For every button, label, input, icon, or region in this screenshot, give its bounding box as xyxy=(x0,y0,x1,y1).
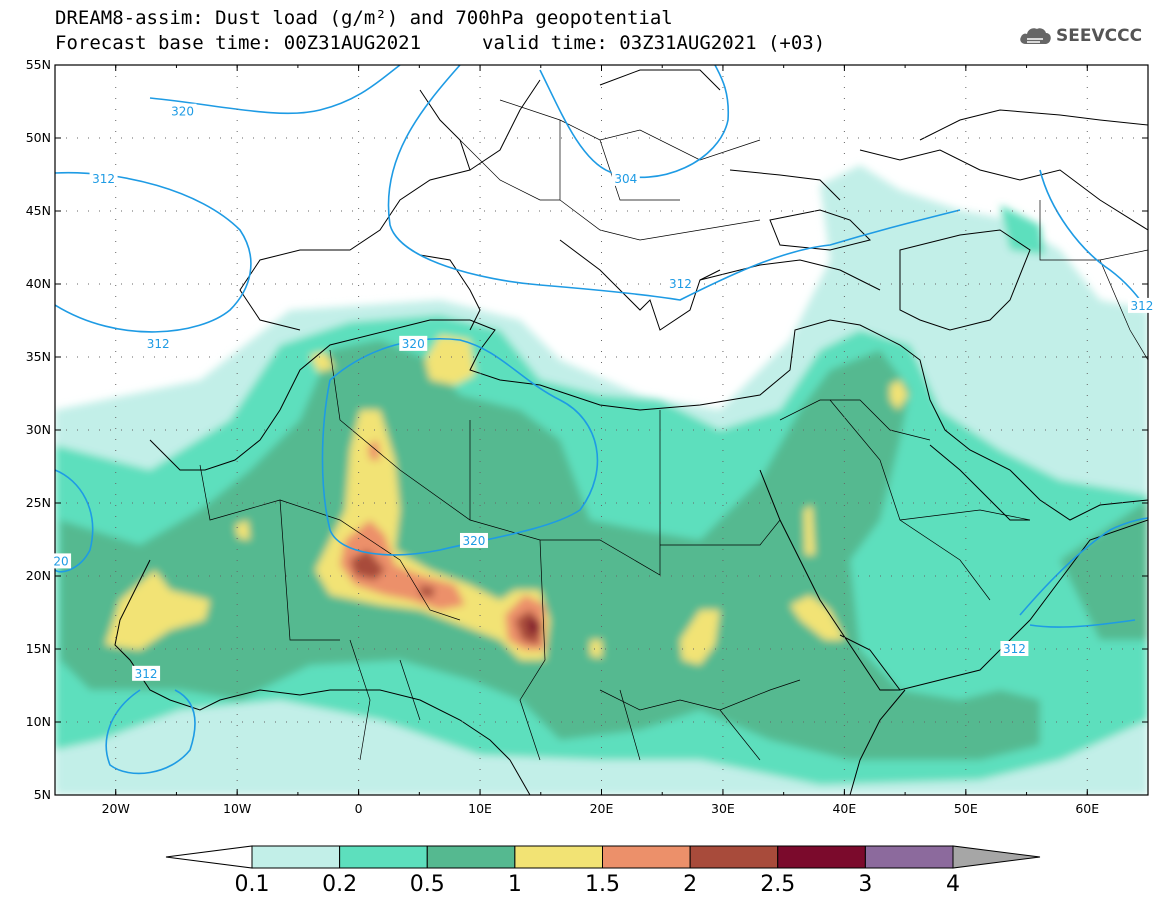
cloud-icon xyxy=(1020,28,1051,44)
lon-tick-label: 10E xyxy=(468,801,492,816)
colorbar-label: 0.2 xyxy=(322,872,358,897)
map-title: DREAM8-assim: Dust load (g/m²) and 700hP… xyxy=(55,7,673,29)
lat-tick-label: 35N xyxy=(26,349,51,364)
colorbar-low-extension xyxy=(165,845,253,869)
colorbar-label: 0.5 xyxy=(409,872,445,897)
contour-label: 320 xyxy=(171,105,194,119)
contour-label: 312 xyxy=(669,277,692,291)
lon-tick-label: 50E xyxy=(954,801,978,816)
colorbar-segment xyxy=(514,845,603,869)
lon-tick-label: 10W xyxy=(223,801,251,816)
colorbar xyxy=(165,845,1041,869)
lat-tick-label: 20N xyxy=(26,568,51,583)
contour-label: 312 xyxy=(135,667,158,681)
colorbar-label: 1.5 xyxy=(585,872,620,897)
contour-label: 312 xyxy=(1003,642,1026,656)
dust-level-1 xyxy=(315,410,550,660)
lon-tick-label: 40E xyxy=(832,801,856,816)
lon-tick-label: 20E xyxy=(590,801,614,816)
colorbar-segment xyxy=(864,845,954,869)
lat-tick-label: 55N xyxy=(26,57,51,72)
colorbar-label: 2 xyxy=(683,872,698,897)
colorbar-label: 1 xyxy=(507,872,522,897)
lon-tick-label: 20W xyxy=(102,801,130,816)
contour-labels: 320 312 304 312 320 312 312 320 20 312 312 xyxy=(51,103,1156,681)
colorbar-segment xyxy=(777,845,866,869)
contour-label: 320 xyxy=(463,534,486,548)
forecast-base-time: Forecast base time: 00Z31AUG2021 xyxy=(55,32,422,54)
contour-label: 312 xyxy=(1130,299,1153,313)
dust-level-0-5 xyxy=(60,340,1040,760)
contour-label: 320 xyxy=(402,337,425,351)
logo-text: SEEVCCC xyxy=(1056,26,1143,46)
longitude-labels: 20W 10W 0 10E 20E 30E 40E 50E 60E xyxy=(102,801,1100,816)
lat-tick-label: 25N xyxy=(26,495,51,510)
dust-level-2 xyxy=(350,550,385,580)
colorbar-segment xyxy=(251,845,341,869)
colorbar-label: 2.5 xyxy=(760,872,796,897)
contour-label: 312 xyxy=(147,337,170,351)
graticule xyxy=(55,65,1148,795)
lat-tick-label: 45N xyxy=(26,203,51,218)
axis-ticks xyxy=(54,64,1149,796)
colorbar-segment xyxy=(426,845,516,869)
colorbar-segment xyxy=(689,845,779,869)
colorbar-high-extension xyxy=(952,845,1041,869)
colorbar-label: 4 xyxy=(946,872,960,897)
dust-level-2-5 xyxy=(528,618,538,634)
colorbar-segment xyxy=(339,845,428,869)
lon-tick-label: 30E xyxy=(711,801,735,816)
lat-tick-label: 10N xyxy=(26,714,51,729)
lat-tick-label: 50N xyxy=(26,130,51,145)
contour-label: 312 xyxy=(92,172,115,186)
lat-tick-label: 30N xyxy=(26,422,51,437)
latitude-labels: 55N 50N 45N 40N 35N 30N 25N 20N 15N 10N 5N xyxy=(26,57,51,802)
lat-tick-label: 15N xyxy=(26,641,51,656)
colorbar-label: 0.1 xyxy=(234,872,270,897)
dust-level-1-5 xyxy=(340,520,465,610)
lon-tick-label: 60E xyxy=(1075,801,1099,816)
contour-label: 20 xyxy=(53,554,68,568)
lon-tick-label: 0 xyxy=(355,801,363,816)
geopotential-contours xyxy=(55,65,1148,775)
colorbar-segment xyxy=(602,845,691,869)
colorbar-label: 3 xyxy=(858,872,873,897)
seevccc-logo: SEEVCCC xyxy=(1018,24,1142,48)
lat-tick-label: 40N xyxy=(26,276,51,291)
lat-tick-label: 5N xyxy=(34,787,51,802)
contour-label: 304 xyxy=(614,172,637,186)
valid-time: valid time: 03Z31AUG2021 (+03) xyxy=(482,32,826,54)
country-borders xyxy=(199,99,1148,761)
